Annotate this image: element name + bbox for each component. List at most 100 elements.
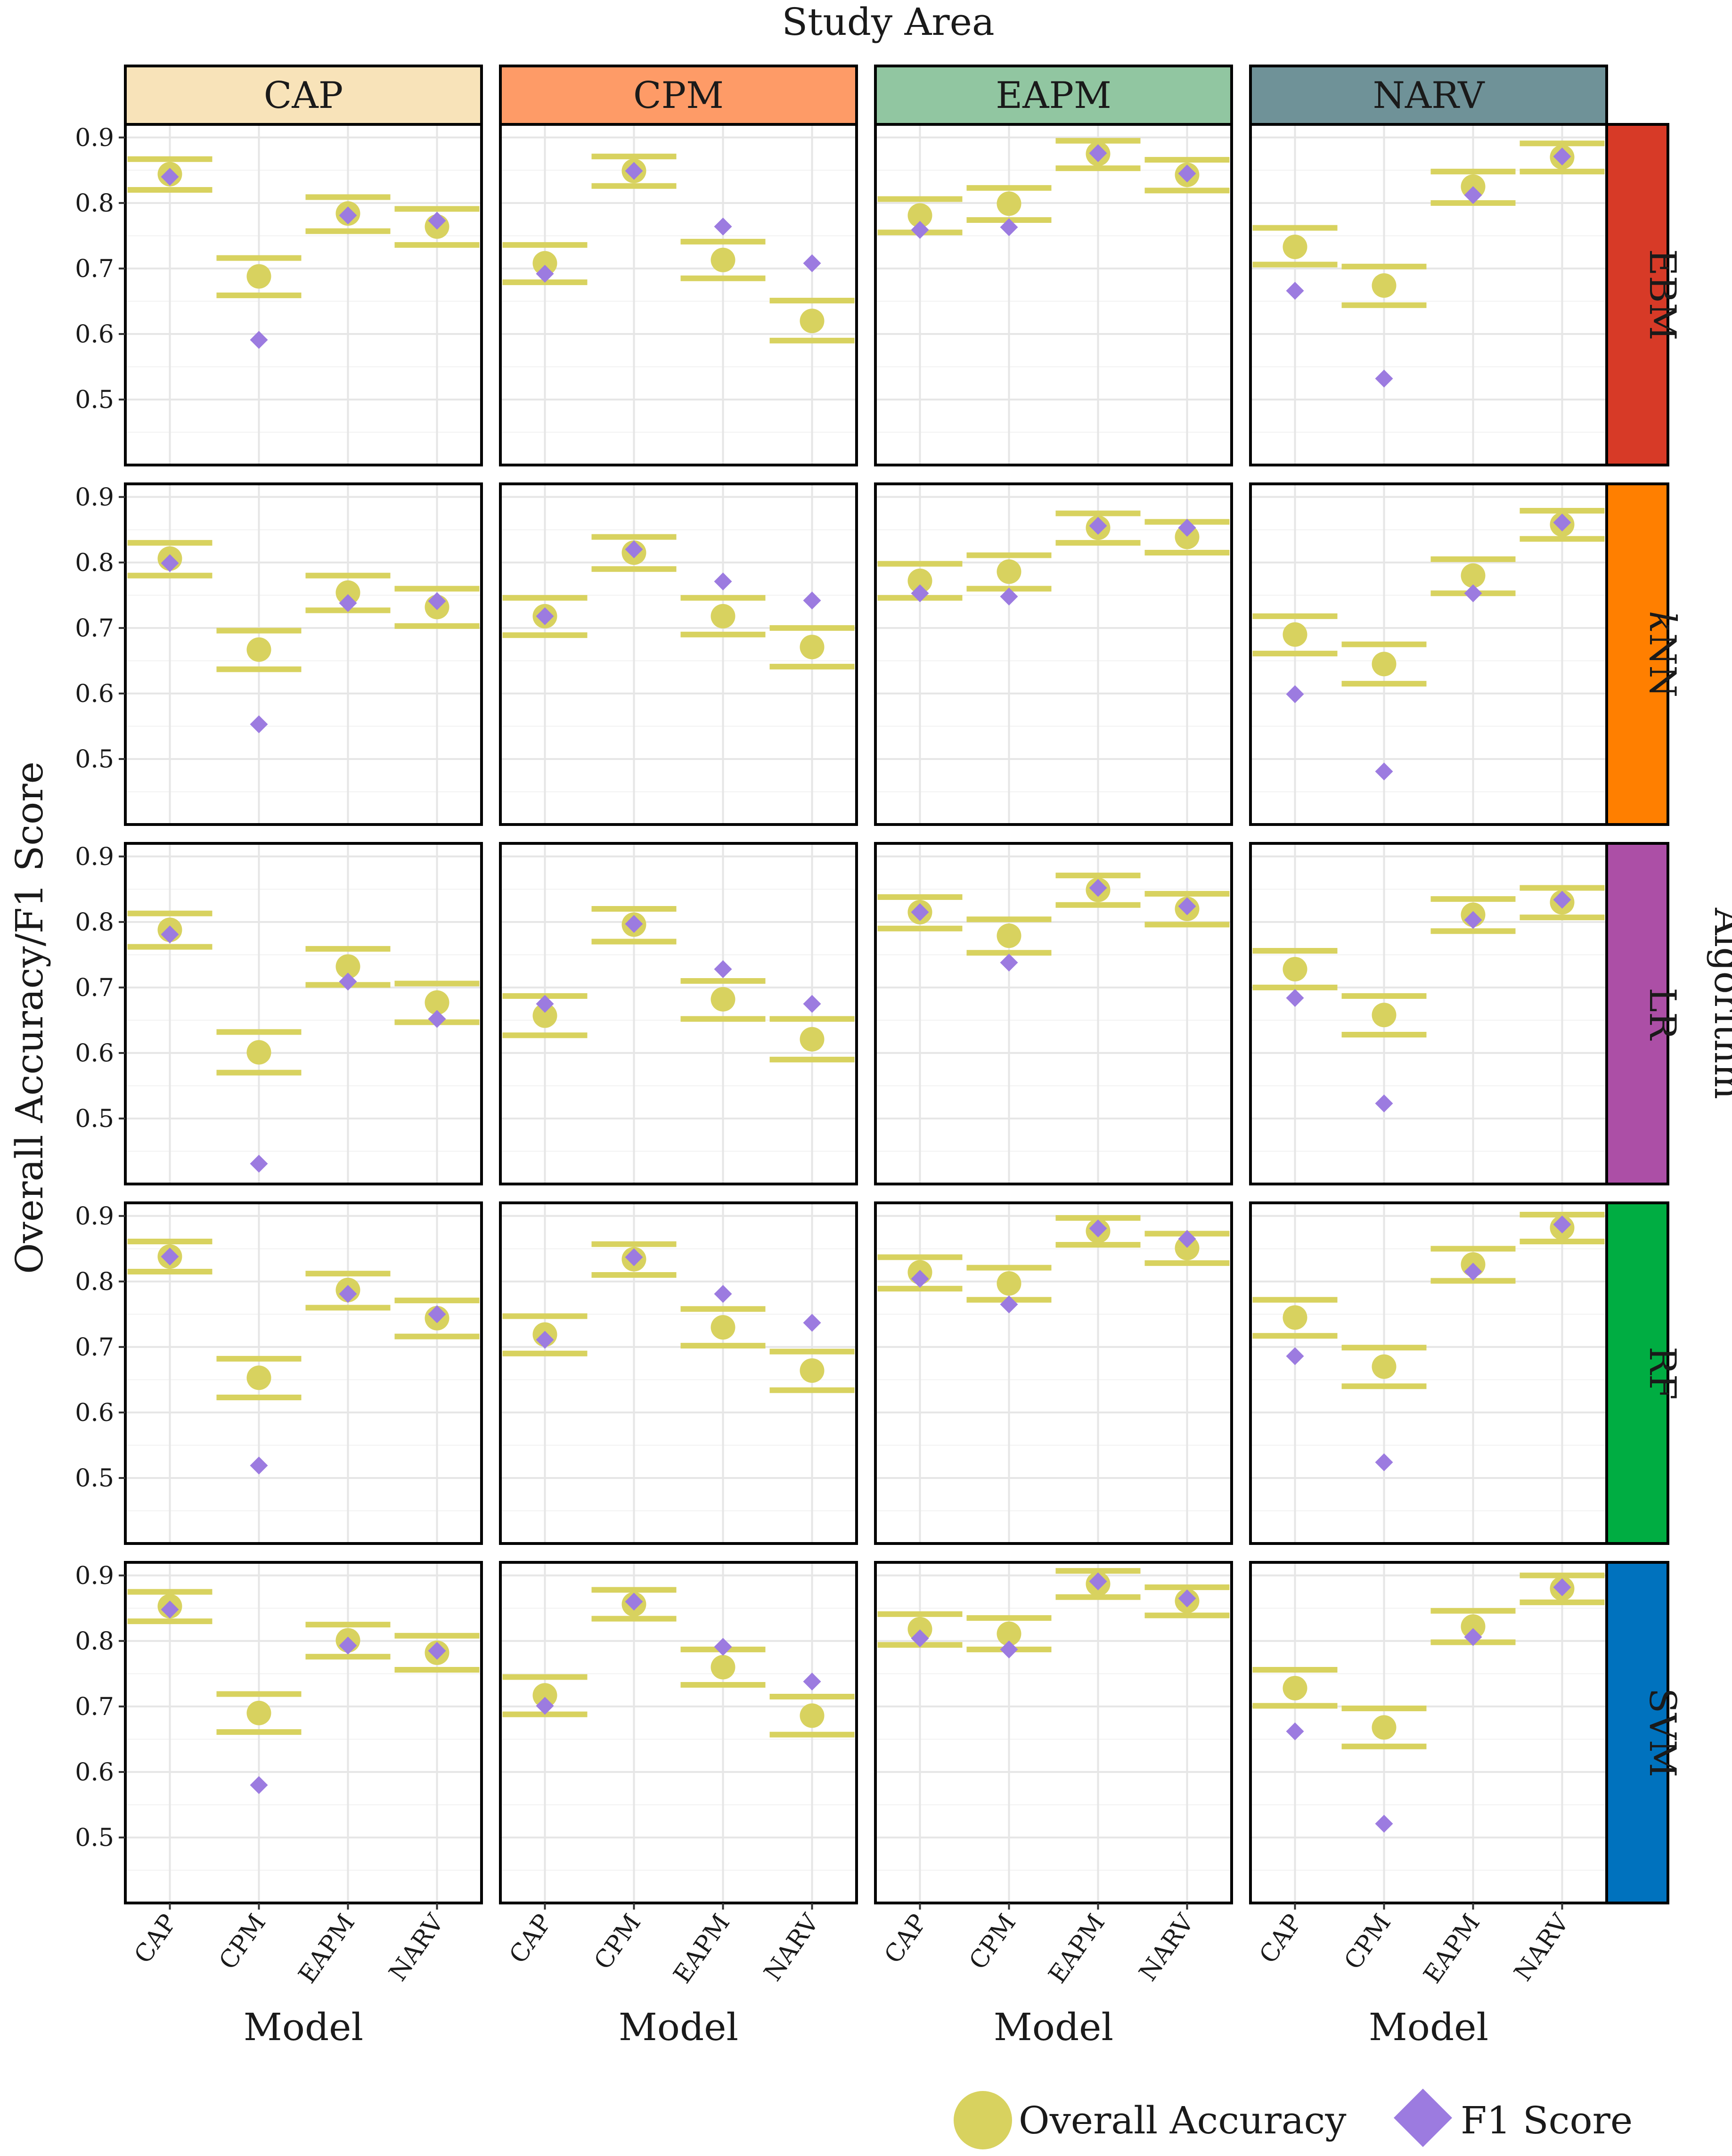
x-axis-title: Model — [994, 2005, 1113, 2049]
y-tick-label: 0.9 — [75, 1562, 114, 1590]
accuracy-point-narv — [800, 309, 825, 334]
accuracy-point-eapm — [711, 1655, 735, 1680]
f1-point-cap — [911, 903, 929, 921]
panel-border — [124, 123, 483, 466]
legend-accuracy-label: Overall Accuracy — [1019, 2099, 1347, 2142]
f1-point-narv — [803, 254, 821, 272]
f1-point-narv — [428, 1642, 446, 1660]
x-tick-label-cap: CAP — [129, 1909, 183, 1968]
y-tick-label: 0.6 — [75, 1039, 114, 1068]
f1-point-cap — [161, 168, 179, 186]
x-tick-label-cpm: CPM — [1339, 1909, 1397, 1975]
y-tick-label: 0.5 — [75, 1105, 114, 1133]
panel-rf-narv — [1249, 1201, 1608, 1545]
f1-point-narv — [428, 1305, 446, 1323]
f1-point-cap — [536, 265, 554, 283]
panel-border — [124, 1201, 483, 1545]
accuracy-point-cpm — [1372, 652, 1397, 677]
x-tick-label-narv: NARV — [384, 1909, 450, 1986]
f1-point-eapm — [1464, 186, 1482, 204]
accuracy-point-cap — [1283, 1675, 1307, 1700]
x-tick-label-eapm: EAPM — [668, 1909, 735, 1989]
f1-point-cpm — [1000, 1640, 1018, 1658]
f1-point-eapm — [1464, 911, 1482, 929]
panel-border — [874, 482, 1233, 826]
panel-rf-cpm — [499, 1201, 858, 1545]
accuracy-point-narv — [1175, 524, 1200, 549]
f1-point-cpm — [250, 1154, 268, 1173]
accuracy-point-cap — [1283, 622, 1307, 647]
accuracy-point-narv — [1175, 1235, 1200, 1260]
row-strip-label-rf: RF — [1641, 1347, 1683, 1400]
panel-ebm-eapm — [874, 123, 1233, 466]
accuracy-point-cpm — [246, 1365, 271, 1390]
f1-point-eapm — [714, 572, 732, 591]
y-tick-label: 0.5 — [75, 1464, 114, 1493]
x-tick-label-narv: NARV — [759, 1909, 825, 1986]
f1-point-cpm — [1000, 588, 1018, 606]
f1-point-narv — [803, 1314, 821, 1332]
panel-svm-narv: CAP CPM EAPM NARV Model — [1249, 1561, 1608, 2049]
accuracy-point-eapm — [711, 247, 735, 272]
y-tick-label: 0.9 — [75, 124, 114, 152]
y-tick-label: 0.7 — [75, 974, 114, 1002]
legend: Overall Accuracy F1 Score — [954, 2089, 1633, 2149]
x-tick-label-eapm: EAPM — [293, 1909, 360, 1989]
y-axis-title: Overall Accuracy/F1 Score — [8, 761, 51, 1274]
f1-point-narv — [1553, 147, 1571, 166]
panel-lr-narv — [1249, 842, 1608, 1185]
accuracy-point-eapm — [711, 1315, 735, 1340]
f1-point-cpm — [625, 162, 643, 180]
accuracy-point-cpm — [246, 637, 271, 662]
accuracy-point-cap — [1283, 235, 1307, 260]
x-axis-title: Model — [619, 2005, 738, 2049]
f1-point-narv — [1553, 1578, 1571, 1596]
facet-panels: CAP CPM EAPM NARVEBMkNNLRRFSVM0.50.60.70.80… — [75, 65, 1683, 2049]
f1-point-cap — [911, 1270, 929, 1288]
x-tick-label-narv: NARV — [1509, 1909, 1575, 1986]
x-tick-label-eapm: EAPM — [1043, 1909, 1111, 1989]
panel-border — [1249, 1561, 1608, 1904]
accuracy-point-narv — [800, 1358, 825, 1383]
y-tick-label: 0.8 — [75, 1268, 114, 1296]
y-tick-label: 0.9 — [75, 1202, 114, 1231]
f1-point-cap — [536, 607, 554, 625]
f1-point-eapm — [1089, 144, 1107, 163]
x-tick-label-cpm: CPM — [964, 1909, 1022, 1975]
row-strip-ebm — [1605, 123, 1669, 466]
row-strip-label-ebm: EBM — [1641, 249, 1683, 340]
f1-point-eapm — [1464, 584, 1482, 603]
row-strip-label-knn: kNN — [1641, 611, 1683, 698]
accuracy-point-cpm — [246, 1040, 271, 1065]
x-tick-label-cap: CAP — [504, 1909, 558, 1968]
f1-point-narv — [1178, 1230, 1196, 1248]
accuracy-point-cpm — [1372, 1003, 1397, 1028]
panel-border — [499, 123, 858, 466]
strip-label-cpm: CPM — [633, 74, 724, 117]
facet-row-title: Algorithm — [1706, 907, 1732, 1099]
accuracy-point-eapm — [1461, 1614, 1486, 1639]
y-tick-label: 0.6 — [75, 1399, 114, 1427]
f1-point-narv — [428, 212, 446, 230]
accuracy-point-cap — [907, 203, 932, 228]
f1-point-narv — [428, 1010, 446, 1028]
y-tick-label: 0.8 — [75, 1627, 114, 1656]
accuracy-point-cap — [532, 251, 557, 276]
f1-point-cpm — [250, 1776, 268, 1794]
f1-point-cap — [536, 995, 554, 1013]
panel-border — [874, 1201, 1233, 1545]
f1-point-narv — [803, 995, 821, 1013]
row-strip-label-rest: NN — [1641, 633, 1683, 698]
f1-point-cpm — [1375, 762, 1393, 781]
f1-point-eapm — [714, 960, 732, 978]
strip-label-cap: CAP — [264, 74, 343, 117]
f1-point-eapm — [1089, 516, 1107, 535]
f1-point-eapm — [339, 1285, 357, 1303]
row-strip-label-italic: k — [1641, 611, 1683, 633]
f1-point-cpm — [625, 1248, 643, 1266]
accuracy-point-eapm — [711, 604, 735, 629]
row-strip-label-lr: LR — [1641, 988, 1683, 1041]
accuracy-point-cpm — [246, 1700, 271, 1725]
f1-point-cap — [1286, 282, 1304, 300]
